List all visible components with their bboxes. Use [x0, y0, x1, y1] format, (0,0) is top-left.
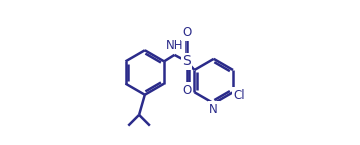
Text: N: N: [210, 103, 218, 116]
Text: S: S: [182, 54, 191, 68]
Text: O: O: [182, 84, 191, 97]
Text: O: O: [182, 26, 191, 39]
Text: Cl: Cl: [233, 89, 244, 102]
Text: NH: NH: [166, 39, 183, 52]
